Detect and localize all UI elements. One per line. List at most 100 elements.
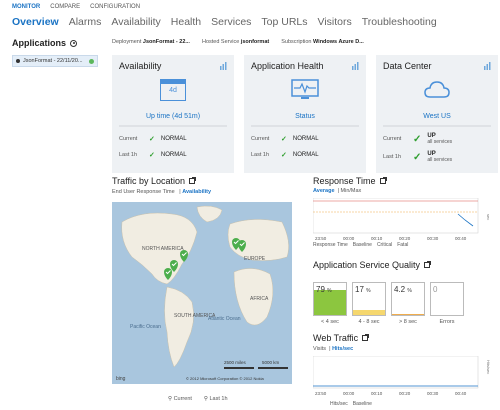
meta-subscription: Subscription Windows Azure D... bbox=[281, 38, 364, 45]
label-europe: EUROPE bbox=[244, 256, 266, 262]
quality-tile-errors[interactable]: 0 bbox=[430, 282, 464, 316]
tab-overview[interactable]: Overview bbox=[12, 16, 59, 28]
web-traffic-heading: Web Traffic bbox=[313, 333, 370, 343]
health-panel[interactable]: Application Health Status Current ✓ NORM… bbox=[244, 55, 366, 173]
web-traffic-legend: Hits/sec Baseline bbox=[330, 401, 372, 407]
chart-icon[interactable] bbox=[352, 62, 360, 70]
menu-monitor[interactable]: MONITOR bbox=[12, 4, 41, 10]
status-ok-icon bbox=[89, 58, 94, 64]
external-link-icon[interactable] bbox=[362, 334, 370, 341]
availability-panel[interactable]: Availability 4d Up time (4d 51m) Current… bbox=[112, 55, 234, 173]
legend-response-time: Response Time bbox=[313, 242, 348, 248]
legend-critical: Critical bbox=[376, 242, 393, 248]
divider bbox=[251, 125, 359, 127]
svg-text:23:50: 23:50 bbox=[315, 236, 327, 241]
response-time-heading: Response Time bbox=[313, 176, 387, 186]
tab-services[interactable]: Services bbox=[211, 16, 252, 28]
map-copyright: © 2012 Microsoft Corporation © 2012 Noki… bbox=[186, 376, 264, 381]
world-map[interactable]: NORTH AMERICA EUROPE AFRICA SOUTH AMERIC… bbox=[112, 202, 292, 384]
status-row-last-1h: Last 1h ✓ UP all services bbox=[383, 151, 453, 163]
status-row-last-1h: Last 1h ✓ NORMAL bbox=[251, 152, 319, 159]
label-atlantic: Atlantic Ocean bbox=[208, 316, 241, 322]
panel-title: Data Center bbox=[383, 61, 432, 71]
tab-availability-map[interactable]: Availability bbox=[182, 189, 212, 195]
svg-text:sec: sec bbox=[486, 214, 491, 220]
radio-icon[interactable] bbox=[70, 39, 78, 47]
tab-min-max[interactable]: Min/Max bbox=[340, 188, 362, 194]
svg-text:2500 miles: 2500 miles bbox=[224, 360, 247, 365]
tab-response-time[interactable]: End User Response Time bbox=[112, 189, 175, 195]
panel-title: Availability bbox=[119, 61, 162, 71]
check-icon: ✓ bbox=[281, 152, 287, 159]
menu-configuration[interactable]: CONFIGURATION bbox=[90, 4, 141, 10]
check-icon: ✓ bbox=[413, 151, 422, 163]
applications-title: Applications bbox=[12, 38, 67, 48]
tab-average[interactable]: Average bbox=[313, 188, 335, 194]
tab-visitors[interactable]: Visitors bbox=[317, 16, 352, 28]
application-item-label: JsonFormat - 22/11/20... bbox=[23, 58, 83, 64]
check-icon: ✓ bbox=[149, 152, 155, 159]
svg-text:23:50: 23:50 bbox=[315, 391, 327, 396]
tab-troubleshooting[interactable]: Troubleshooting bbox=[361, 16, 437, 28]
top-menu: MONITOR COMPARE CONFIGURATION bbox=[0, 0, 500, 14]
monitor-pulse-icon bbox=[291, 79, 319, 99]
label-south-america: SOUTH AMERICA bbox=[174, 313, 216, 319]
status-row-current: Current ✓ NORMAL bbox=[119, 136, 187, 143]
meta-deployment: Deployment JsonFormat - 22... bbox=[112, 38, 190, 45]
location-label: West US bbox=[423, 113, 451, 120]
applications-heading: Applications bbox=[12, 38, 78, 48]
svg-text:00:00: 00:00 bbox=[343, 391, 355, 396]
external-link-icon[interactable] bbox=[424, 261, 432, 268]
legend-current: ⚲ Current bbox=[168, 396, 192, 402]
tab-health[interactable]: Health bbox=[170, 16, 202, 28]
svg-text:00:20: 00:20 bbox=[399, 236, 411, 241]
svg-text:Hits/sec: Hits/sec bbox=[486, 360, 491, 374]
quality-tiles: 79 % 17 % 4.2 % 0 bbox=[313, 282, 464, 316]
svg-text:5000 km: 5000 km bbox=[262, 360, 280, 365]
svg-text:00:30: 00:30 bbox=[427, 236, 439, 241]
cloud-icon bbox=[424, 81, 450, 98]
tab-availability[interactable]: Availability bbox=[111, 16, 161, 28]
datacenter-panel[interactable]: Data Center West US Current ✓ UP all serv… bbox=[376, 55, 498, 173]
quality-labels: < 4 sec 4 - 8 sec > 8 sec Errors bbox=[321, 319, 455, 325]
response-time-title: Response Time bbox=[313, 176, 376, 186]
check-icon: ✓ bbox=[413, 133, 422, 145]
map-pin-central-us bbox=[170, 260, 178, 272]
web-traffic-tabs: Visits | Hits/sec bbox=[313, 346, 354, 352]
label-north-america: NORTH AMERICA bbox=[142, 246, 184, 252]
web-traffic-chart[interactable]: Hits/sec 23:50 00:00 00:10 00:20 00:30 0… bbox=[313, 356, 493, 400]
chart-icon[interactable] bbox=[484, 62, 492, 70]
external-link-icon[interactable] bbox=[379, 177, 387, 184]
quality-tile-slow[interactable]: 4.2 % bbox=[391, 282, 425, 316]
main-nav: Overview Alarms Availability Health Serv… bbox=[12, 16, 437, 28]
map-canvas: NORTH AMERICA EUROPE AFRICA SOUTH AMERIC… bbox=[116, 205, 289, 382]
tab-top-urls[interactable]: Top URLs bbox=[261, 16, 308, 28]
panel-title: Application Health bbox=[251, 61, 324, 71]
svg-text:00:40: 00:40 bbox=[455, 236, 467, 241]
menu-compare[interactable]: COMPARE bbox=[50, 4, 81, 10]
legend-baseline: Baseline bbox=[352, 401, 372, 407]
calendar-icon: 4d bbox=[160, 79, 186, 101]
label-pacific: Pacific Ocean bbox=[130, 324, 161, 330]
response-time-chart[interactable]: sec 23:50 00:00 00:10 00:20 00:30 00:40 bbox=[313, 198, 493, 248]
quality-tile-medium[interactable]: 17 % bbox=[352, 282, 386, 316]
bullet-icon bbox=[16, 59, 20, 63]
svg-text:00:40: 00:40 bbox=[455, 391, 467, 396]
map-pin-europe-1 bbox=[232, 238, 240, 250]
web-traffic-title: Web Traffic bbox=[313, 333, 359, 343]
quality-tile-fast[interactable]: 79 % bbox=[313, 282, 347, 316]
traffic-tabs: End User Response Time | Availability bbox=[112, 189, 212, 195]
chart-icon[interactable] bbox=[220, 62, 228, 70]
status-row-current: Current ✓ UP all services bbox=[383, 133, 453, 145]
tab-alarms[interactable]: Alarms bbox=[68, 16, 102, 28]
svg-text:00:10: 00:10 bbox=[371, 391, 383, 396]
external-link-icon[interactable] bbox=[189, 177, 197, 184]
map-pin-south-us bbox=[164, 268, 172, 280]
quality-title: Application Service Quality bbox=[313, 260, 421, 270]
svg-text:00:00: 00:00 bbox=[343, 236, 355, 241]
legend-last-1h: ⚲ Last 1h bbox=[203, 396, 228, 402]
application-item[interactable]: JsonFormat - 22/11/20... bbox=[12, 55, 98, 67]
tab-visits[interactable]: Visits bbox=[313, 346, 327, 352]
check-icon: ✓ bbox=[149, 136, 155, 143]
tab-hits-sec[interactable]: Hits/sec bbox=[332, 346, 354, 352]
